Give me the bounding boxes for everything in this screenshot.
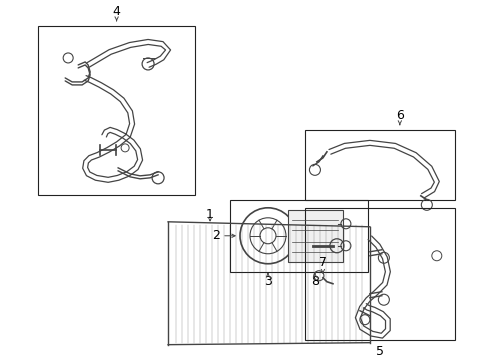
Text: 4: 4 bbox=[112, 5, 121, 18]
Bar bbox=[287, 210, 342, 262]
Text: 7: 7 bbox=[318, 256, 326, 269]
Text: 3: 3 bbox=[264, 275, 271, 288]
Bar bbox=[305, 208, 454, 340]
Bar bbox=[305, 130, 454, 200]
Text: 1: 1 bbox=[205, 208, 214, 221]
Text: 6: 6 bbox=[395, 109, 403, 122]
Text: 8: 8 bbox=[310, 275, 318, 288]
Text: 2: 2 bbox=[212, 229, 220, 242]
Bar bbox=[38, 26, 195, 195]
Text: 5: 5 bbox=[375, 345, 383, 358]
Bar bbox=[229, 200, 367, 272]
